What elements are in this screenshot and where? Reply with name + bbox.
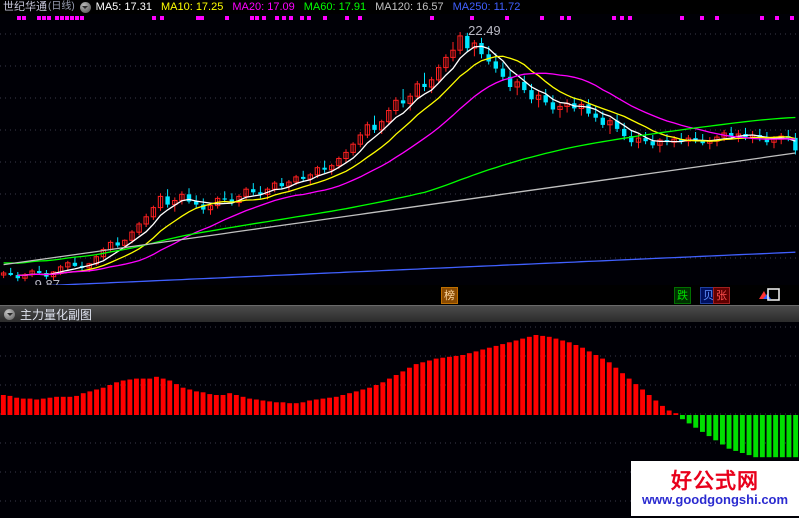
ma5-legend: MA5: 17.31 [96,0,152,14]
ma60-legend: MA60: 17.91 [304,0,366,14]
ma250-label: MA250: [452,1,491,13]
ma10-label: MA10: [160,1,193,13]
sub-panel-title: 主力量化副图 [20,308,93,322]
chart-period: (日线) [48,1,75,12]
candlestick-plot [0,32,799,291]
chevron-down-circle-icon[interactable] [79,1,91,13]
volume-indicator-pane[interactable] [0,322,799,518]
ma250-value: 11.72 [493,1,521,13]
ma10-legend: MA10: 17.25 [161,0,223,14]
ma5-label: MA5: [95,1,122,13]
stock-name: 世纪华通 [3,1,47,13]
ma20-legend: MA20: 17.09 [232,0,294,14]
rank-button[interactable]: 榜 [441,287,458,304]
price-chart-pane[interactable]: 22.49 ← 9.87 [0,14,799,295]
chart-header: 世纪华通 (日线) MA5: 17.31 MA10: 17.25 MA20: 1… [0,0,799,14]
watermark-url: www.goodgongshi.com [641,492,789,507]
chevron-down-circle-icon[interactable] [4,309,15,320]
ma60-value: 17.91 [338,1,367,13]
ma120-legend: MA120: 16.57 [375,0,444,14]
watermark-brand: 好公式网 [671,469,759,493]
signal-marker-row [0,14,799,23]
rise-button[interactable]: 张 [713,287,730,304]
histogram-plot [0,326,799,502]
ma20-label: MA20: [232,1,265,13]
ma120-label: MA120: [375,1,414,13]
ma60-label: MA60: [303,1,336,13]
status-strip: 榜 跌 贝 张 [0,285,799,305]
ma10-value: 17.25 [195,1,224,13]
high-price-label: 22.49 [468,23,501,38]
watermark: 好公式网 www.goodgongshi.com [631,461,799,516]
ma120-value: 16.57 [416,1,444,13]
high-price-value: 22.49 [468,23,501,38]
ma5-value: 17.31 [124,1,152,13]
ma250-legend: MA250: 11.72 [453,0,521,14]
fall-button[interactable]: 跌 [674,287,691,304]
restore-window-icon[interactable] [758,287,780,302]
ma20-value: 17.09 [267,1,295,13]
